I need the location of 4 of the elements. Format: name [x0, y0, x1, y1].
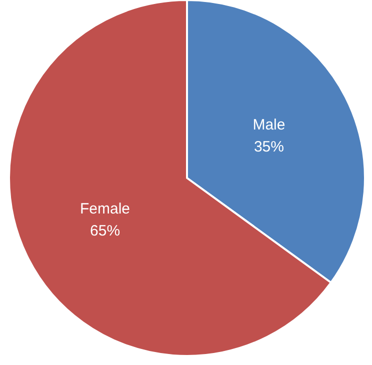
- slice-label: Female: [80, 200, 130, 218]
- data-label: 65%: [90, 222, 120, 240]
- data-label: 35%: [254, 138, 284, 156]
- slice-label: Male: [252, 116, 286, 134]
